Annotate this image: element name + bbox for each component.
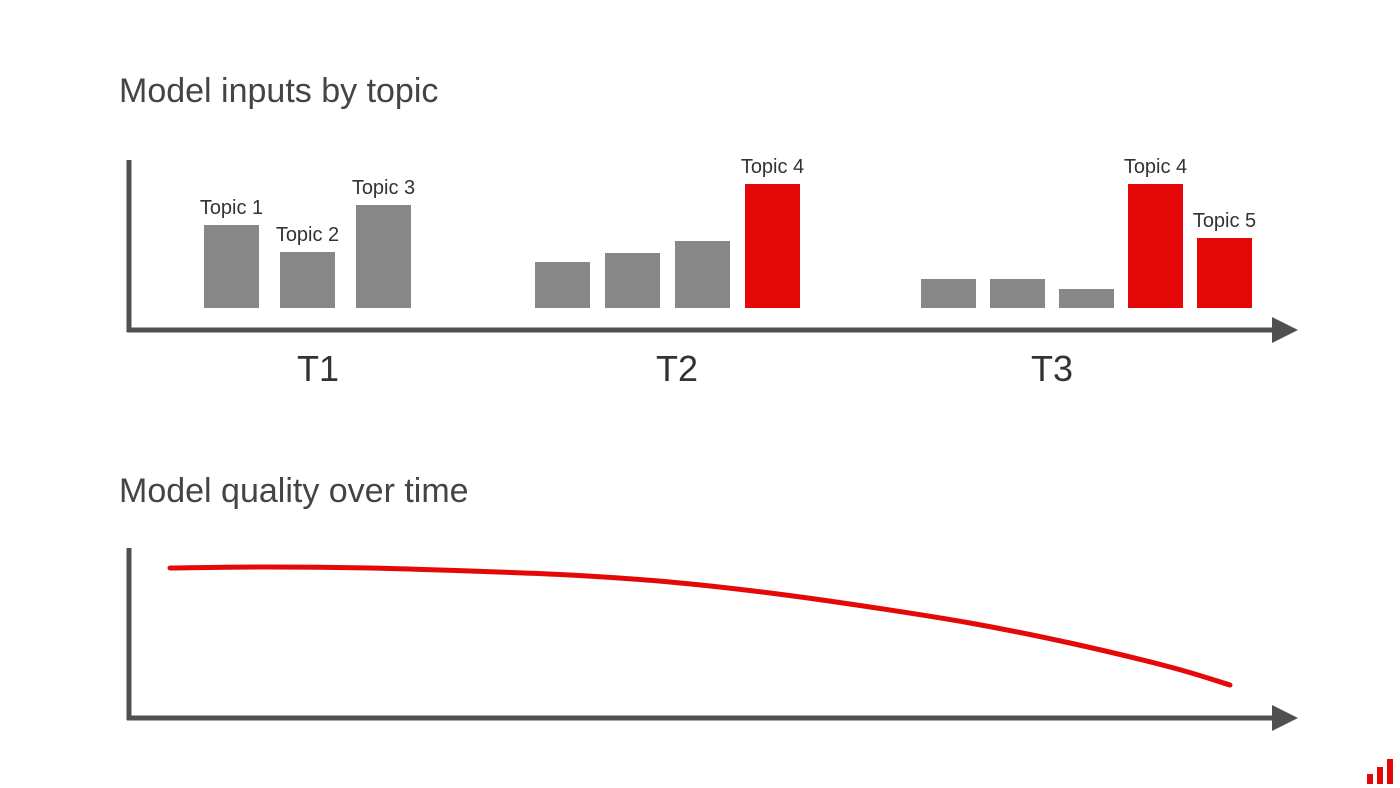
bar-t3-4: [1128, 184, 1183, 308]
bar-t3-5: [1197, 238, 1252, 308]
bar-label-t3-5: Topic 5: [1193, 210, 1256, 232]
bar-x-axis-arrow-icon: [1272, 317, 1298, 343]
bar-t2-4: [745, 184, 800, 308]
line-x-axis-arrow-icon: [1272, 705, 1298, 731]
bar-t1-1: [204, 225, 259, 308]
logo-bar-1: [1367, 774, 1373, 784]
bar-label-t1-3: Topic 3: [352, 177, 415, 199]
bar-t1-2: [280, 252, 335, 308]
quality-series-line-1: [167, 564, 1233, 688]
group-label-t1: T1: [297, 348, 339, 389]
topic-bar-chart: Topic 1 Topic 2 Topic 3 T1 Topic 4 T2 Topic 4 T…: [126, 156, 1298, 389]
group-label-t3: T3: [1031, 348, 1073, 389]
logo-bar-3: [1387, 759, 1393, 784]
chart-title-quality: Model quality over time: [119, 472, 469, 510]
bar-t2-3: [675, 241, 730, 308]
group-label-t2: T2: [656, 348, 698, 389]
bar-t3-2: [990, 279, 1045, 308]
bar-t3-1: [921, 279, 976, 308]
bar-label-t3-4: Topic 4: [1124, 156, 1187, 178]
bar-t2-1: [535, 262, 590, 308]
bar-label-t2-4: Topic 4: [741, 156, 804, 178]
bar-label-t1-1: Topic 1: [200, 197, 263, 219]
bar-t2-2: [605, 253, 660, 308]
logo-bar-2: [1377, 767, 1383, 784]
brand-logo-icon: [1367, 759, 1393, 784]
chart-title-topic-inputs: Model inputs by topic: [119, 72, 439, 110]
bar-label-t1-2: Topic 2: [276, 224, 339, 246]
bar-t1-3: [356, 205, 411, 308]
bar-t3-3: [1059, 289, 1114, 308]
